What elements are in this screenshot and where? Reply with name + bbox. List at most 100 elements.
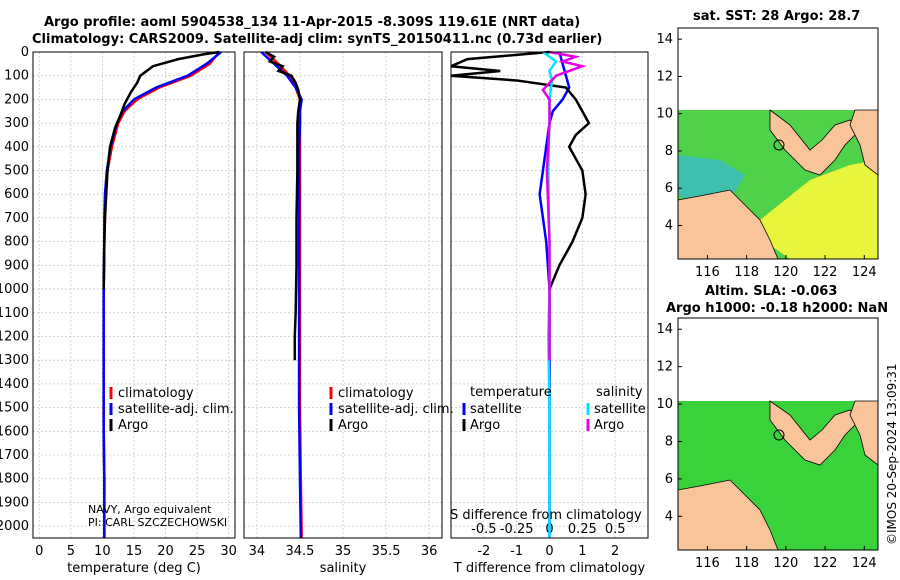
- sst-land-borneo-java: [678, 189, 779, 259]
- x-axis-label: salinity: [320, 561, 367, 576]
- map-y-tick-label: 6: [665, 472, 673, 487]
- legend-salinity-title: salinity: [596, 385, 643, 400]
- x-tick-label: 36: [421, 544, 438, 559]
- y-tick-label: 1600: [0, 424, 29, 439]
- y-tick-label: 600: [4, 187, 29, 202]
- plot-frame: [243, 51, 443, 539]
- map-y-tick-label: 14: [656, 32, 673, 47]
- map-y-tick-label: 4: [665, 509, 673, 524]
- sst-map-frame: [677, 27, 879, 260]
- y-tick-label: 700: [4, 211, 29, 226]
- salinity-panel: 34 34.5 35 35.5 36 salinity: [243, 50, 443, 576]
- map-y-tick-label: 8: [665, 434, 673, 449]
- plot-frame: [32, 51, 236, 539]
- difference-legend: temperature salinity satellite Argo sate…: [462, 385, 646, 433]
- series-line-argo: [264, 50, 302, 361]
- sla-map-title-line2: Argo h1000: -0.18 h2000: NaN: [666, 301, 889, 316]
- sst-land-east: [849, 109, 878, 176]
- y-tick-label: 1300: [0, 353, 29, 368]
- map-x-tick-label: 118: [734, 556, 759, 571]
- y-tick-label: 1700: [0, 448, 29, 463]
- series-line-t-argo: [450, 50, 591, 290]
- x-tick-label: 34.5: [285, 544, 314, 559]
- x-tick-label: 30: [220, 544, 237, 559]
- sla-map-ticks: 116 118 120 122 124 4 6 8 10 12 14: [656, 322, 876, 571]
- x-tick-label: 1: [578, 544, 586, 559]
- y-tick-label: 1500: [0, 401, 29, 416]
- legend-s-satellite-label: satellite: [594, 402, 646, 417]
- x-tick-label: 34: [249, 544, 266, 559]
- salinity-legend: climatology satellite-adj. clim. Argo: [329, 386, 454, 433]
- map-x-tick-label: 116: [695, 265, 720, 280]
- y-tick-label: 2000: [0, 519, 29, 534]
- sst-argo-location-marker: [773, 139, 785, 151]
- figure-title-line2: Climatology: CARS2009. Satellite-adj cli…: [32, 32, 603, 47]
- x-tick-label: 35.5: [372, 544, 401, 559]
- x-tick-label: 10: [94, 544, 111, 559]
- s-tick-label: 0.25: [568, 522, 597, 537]
- y-tick-label: 400: [4, 140, 29, 155]
- sst-land-sulawesi: [769, 109, 861, 176]
- sst-map-ticks: 116 118 120 122 124 4 6 8 10 12 14: [656, 32, 876, 280]
- sst-map-title: sat. SST: 28 Argo: 28.7: [693, 9, 861, 24]
- legend-temperature-title: temperature: [470, 385, 552, 400]
- legend-argo-label: Argo: [118, 418, 148, 433]
- x-tick-label: 25: [189, 544, 206, 559]
- y-tick-label: 800: [4, 235, 29, 250]
- map-y-tick-label: 8: [665, 144, 673, 159]
- s-tick-label: -0.5: [471, 522, 496, 537]
- y-tick-label: 200: [4, 92, 29, 107]
- x-tick-label: 0: [35, 544, 43, 559]
- s-tick-label: 0.5: [605, 522, 626, 537]
- map-y-tick-label: 4: [665, 218, 673, 233]
- x-tick-label: 5: [67, 544, 75, 559]
- sla-land-east: [849, 400, 878, 466]
- map-y-tick-label: 14: [656, 322, 673, 337]
- x-tick-label: -2: [477, 544, 490, 559]
- sla-map-frame: [677, 317, 879, 551]
- legend-argo-label: Argo: [338, 418, 368, 433]
- y-tick-label: 1400: [0, 377, 29, 392]
- map-x-tick-label: 124: [852, 265, 877, 280]
- sla-map: 116 118 120 122 124 4 6 8 10 12 14: [656, 317, 879, 571]
- map-y-tick-label: 10: [656, 397, 673, 412]
- y-tick-label: 900: [4, 258, 29, 273]
- y-tick-label: 1800: [0, 472, 29, 487]
- plot-frame: [450, 51, 649, 539]
- figure-title-line1: Argo profile: aoml 5904538_134 11-Apr-20…: [44, 15, 581, 30]
- sla-land-sulawesi: [769, 400, 861, 466]
- series-line-satellite-adj-clim-: [102, 51, 222, 538]
- sla-land-borneo-java: [678, 479, 779, 550]
- series-line-s-satellite: [542, 50, 558, 538]
- map-x-tick-label: 118: [734, 265, 759, 280]
- y-tick-label: 0: [21, 45, 29, 60]
- map-y-tick-label: 10: [656, 107, 673, 122]
- x-tick-label: 2: [611, 544, 619, 559]
- map-x-tick-label: 116: [695, 556, 720, 571]
- map-x-tick-label: 122: [813, 265, 838, 280]
- temperature-legend: climatology satellite-adj. clim. Argo: [109, 386, 234, 433]
- y-tick-label: 1000: [0, 282, 29, 297]
- map-x-tick-label: 124: [852, 556, 877, 571]
- y-tick-label: 100: [4, 69, 29, 84]
- s-tick-label: -0.25: [500, 522, 534, 537]
- imos-watermark: ©IMOS 20-Sep-2024 13:09:31: [885, 363, 899, 545]
- series-line-satellite-adj-clim-: [260, 51, 303, 539]
- series-line-argo: [102, 50, 220, 290]
- x-tick-label: 15: [126, 544, 143, 559]
- y-tick-label: 1200: [0, 329, 29, 344]
- source-note-line2: PI: CARL SZCZECHOWSKI: [88, 516, 227, 529]
- x-axis-label: T difference from climatology: [453, 561, 646, 576]
- legend-t-satellite-label: satellite: [470, 402, 522, 417]
- source-note-line1: NAVY, Argo equivalent: [88, 503, 212, 516]
- x-tick-label: 20: [157, 544, 174, 559]
- map-y-tick-label: 12: [656, 360, 673, 375]
- map-y-tick-label: 12: [656, 69, 673, 84]
- sst-field-yellow-band: [760, 160, 878, 259]
- y-tick-label: 300: [4, 116, 29, 131]
- temperature-panel: 0 5 10 15 20 25 300100200300400500600700800900…: [0, 45, 237, 576]
- map-x-tick-label: 120: [773, 556, 798, 571]
- map-x-tick-label: 122: [813, 556, 838, 571]
- sla-argo-location-marker: [773, 429, 785, 441]
